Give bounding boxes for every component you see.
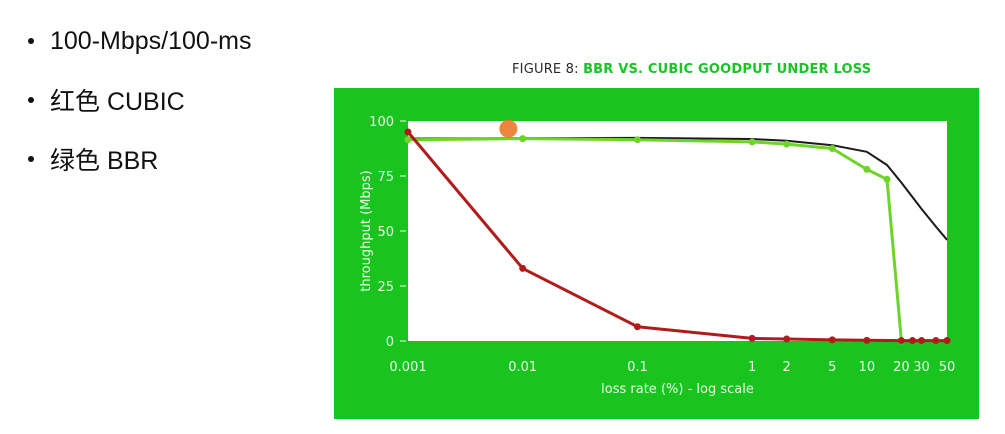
series-point-2 — [748, 334, 756, 342]
series-point-2 — [633, 323, 641, 331]
x-tick-label: 30 — [913, 360, 930, 375]
series-point-2 — [908, 337, 916, 345]
bullet-item: 100-Mbps/100-ms — [28, 26, 251, 56]
x-tick-label: 0.1 — [627, 360, 648, 375]
y-tick-label: 50 — [377, 225, 394, 240]
series-point-1 — [883, 175, 891, 183]
bullet-dot-icon — [28, 97, 34, 103]
series-point-1 — [783, 140, 791, 148]
chart-panel: 0 25 50 75 100 0.001 0.01 0.1 1 2 5 10 20 30 50 loss ra… — [334, 88, 979, 419]
y-tick-label: 25 — [377, 280, 394, 295]
bullet-text: 绿色 BBR — [50, 147, 159, 175]
series-point-2 — [943, 337, 951, 345]
series-line-0 — [407, 136, 948, 241]
x-tick-label: 50 — [939, 360, 956, 375]
x-tick-label: 1 — [748, 360, 756, 375]
x-tick-label: 0.01 — [508, 360, 537, 375]
bullet-text: 红色 CUBIC — [50, 88, 185, 116]
series-point-2 — [783, 335, 791, 343]
bullet-dot-icon — [28, 38, 34, 44]
cursor-marker — [499, 119, 518, 138]
series-point-2 — [897, 337, 905, 345]
series-point-1 — [633, 136, 641, 144]
bullet-text: 100-Mbps/100-ms — [50, 26, 252, 55]
bullet-item: 绿色 BBR — [28, 144, 251, 175]
series-point-1 — [748, 138, 756, 146]
series-point-1 — [863, 165, 871, 173]
series-point-2 — [932, 337, 940, 345]
plot-area — [408, 121, 947, 341]
x-tick-label: 5 — [828, 360, 836, 375]
bullet-list: 100-Mbps/100-ms 红色 CUBIC 绿色 BBR — [28, 26, 251, 203]
x-tick-label: 10 — [859, 360, 876, 375]
series-point-1 — [404, 136, 412, 144]
bullet-item: 红色 CUBIC — [28, 85, 251, 116]
series-point-2 — [519, 264, 527, 272]
bullet-dot-icon — [28, 156, 34, 162]
x-axis-label: loss rate (%) - log scale — [601, 382, 754, 397]
series-point-2 — [863, 336, 871, 344]
series-point-2 — [918, 337, 926, 345]
figure-prefix: FIGURE 8: — [512, 62, 584, 77]
y-axis-label: throughput (Mbps) — [359, 170, 374, 291]
figure-title-text: BBR VS. CUBIC GOODPUT UNDER LOSS — [583, 62, 872, 77]
y-tick-label: 75 — [377, 170, 394, 185]
series-point-1 — [519, 135, 527, 143]
y-tick-label: 100 — [369, 115, 394, 130]
x-tick-label: 0.001 — [389, 360, 426, 375]
series-point-2 — [828, 336, 836, 344]
series-point-2 — [404, 128, 412, 136]
x-tick-label: 20 — [893, 360, 910, 375]
x-tick-label: 2 — [783, 360, 791, 375]
y-tick-label: 0 — [386, 335, 394, 350]
figure-title: FIGURE 8: BBR VS. CUBIC GOODPUT UNDER LO… — [512, 62, 871, 77]
series-point-1 — [828, 145, 836, 152]
